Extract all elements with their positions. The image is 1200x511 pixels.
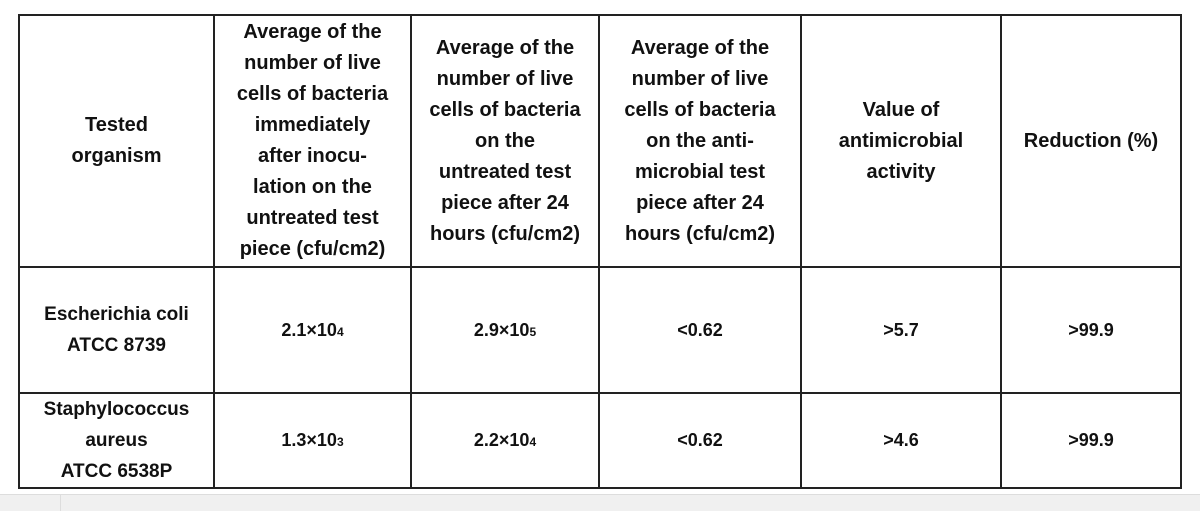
untreated-count-cell: 2.2×104 bbox=[410, 392, 600, 489]
table-row: Escherichia coli ATCC 8739 2.1×104 2.9×1… bbox=[18, 266, 1182, 394]
header-initial-count: Average of the number of live cells of b… bbox=[213, 14, 412, 268]
organism-cell: Staphylococcus aureus ATCC 6538P bbox=[18, 392, 215, 489]
header-row: Tested organism Average of the number of… bbox=[18, 14, 1182, 268]
value-exponent: 3 bbox=[336, 435, 344, 449]
value-base: 2.2×10 bbox=[473, 430, 530, 450]
header-activity-value: Value of antimicrobial activity bbox=[800, 14, 1002, 268]
value-exponent: 4 bbox=[336, 324, 344, 339]
activity-cell: >5.7 bbox=[800, 266, 1002, 394]
reduction-cell: >99.9 bbox=[1000, 266, 1182, 394]
reduction-cell: >99.9 bbox=[1000, 392, 1182, 489]
results-table: Tested organism Average of the number of… bbox=[18, 14, 1182, 489]
value-base: 1.3×10 bbox=[281, 430, 337, 450]
activity-cell: >4.6 bbox=[800, 392, 1002, 489]
treated-count-cell: <0.62 bbox=[598, 392, 802, 489]
untreated-count-cell: 2.9×105 bbox=[410, 266, 600, 394]
organism-cell: Escherichia coli ATCC 8739 bbox=[18, 266, 215, 394]
initial-count-cell: 2.1×104 bbox=[213, 266, 412, 394]
horizontal-scrollbar[interactable] bbox=[0, 494, 1200, 511]
header-untreated-24h: Average of the number of live cells of b… bbox=[410, 14, 600, 268]
header-reduction: Reduction (%) bbox=[1000, 14, 1182, 268]
treated-count-cell: <0.62 bbox=[598, 266, 802, 394]
value-base: 2.1×10 bbox=[281, 319, 337, 340]
value-exponent: 4 bbox=[529, 435, 537, 449]
header-tested-organism: Tested organism bbox=[18, 14, 215, 268]
initial-count-cell: 1.3×103 bbox=[213, 392, 412, 489]
table-row: Staphylococcus aureus ATCC 6538P 1.3×103… bbox=[18, 392, 1182, 489]
value-exponent: 5 bbox=[529, 324, 537, 339]
value-base: 2.9×10 bbox=[473, 319, 530, 340]
scrollbar-divider bbox=[60, 495, 61, 511]
header-antimicrobial-24h: Average of the number of live cells of b… bbox=[598, 14, 802, 268]
